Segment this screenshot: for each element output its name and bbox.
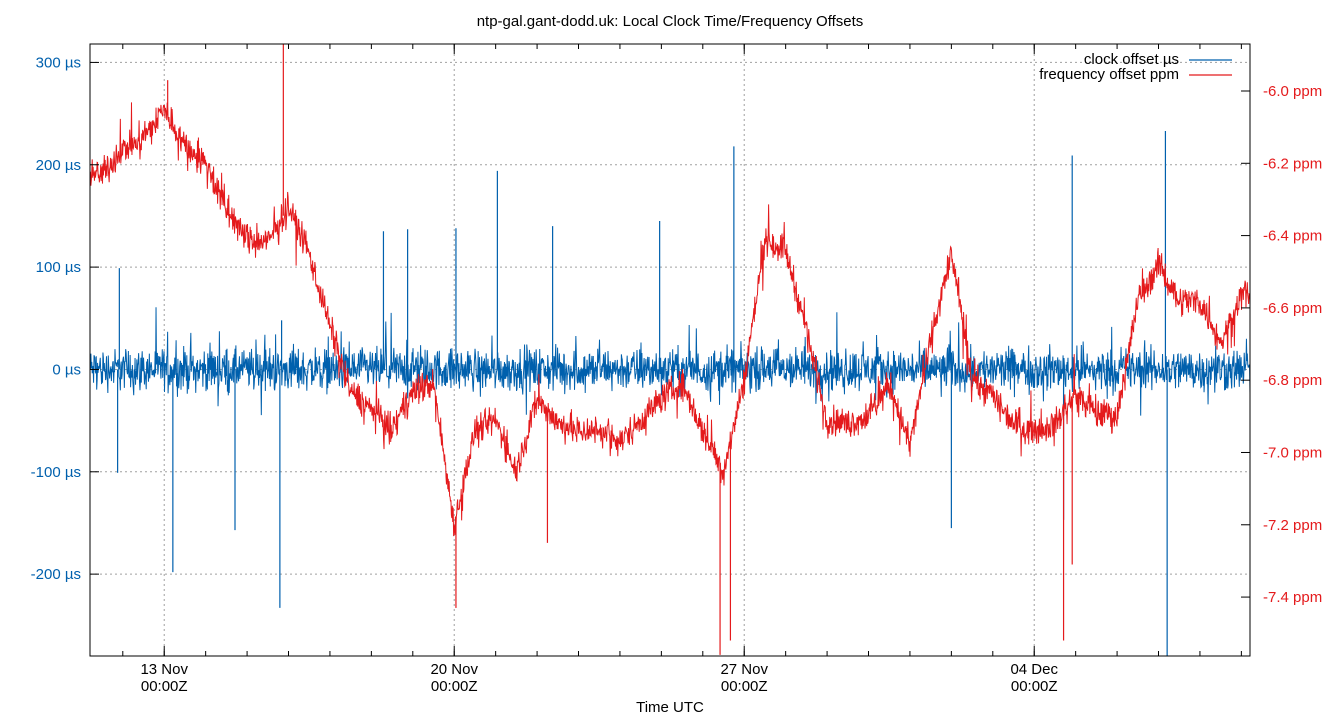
x-tick-label-date: 20 Nov — [430, 661, 478, 678]
y2-tick-label: -6.2 ppm — [1263, 155, 1322, 172]
x-tick-label-time: 00:00Z — [721, 678, 768, 695]
y1-tick-label: -100 µs — [31, 464, 81, 481]
y2-tick-label: -6.6 ppm — [1263, 300, 1322, 317]
y2-tick-label: -6.4 ppm — [1263, 228, 1322, 245]
y2-tick-label: -6.0 ppm — [1263, 83, 1322, 100]
x-tick-label-date: 27 Nov — [720, 661, 768, 678]
y1-tick-label: 0 µs — [52, 361, 81, 378]
y1-tick-label: 200 µs — [36, 157, 81, 174]
plot-border — [89, 43, 1251, 657]
chart-title: ntp-gal.gant-dodd.uk: Local Clock Time/F… — [477, 13, 864, 30]
legend-label-clock-offset: clock offset µs — [1084, 51, 1179, 68]
series-layer — [89, 44, 1251, 656]
y2-tick-label: -7.4 ppm — [1263, 589, 1322, 606]
series-line-clock-offset — [89, 307, 1251, 416]
x-tick-label-date: 04 Dec — [1010, 661, 1058, 678]
series-line-frequency-offset — [89, 102, 1251, 537]
x-tick-label-time: 00:00Z — [431, 678, 478, 695]
x-tick-label-time: 00:00Z — [1011, 678, 1058, 695]
x-tick-label-time: 00:00Z — [141, 678, 188, 695]
y2-tick-label: -7.2 ppm — [1263, 517, 1322, 534]
y2-tick-label: -7.0 ppm — [1263, 444, 1322, 461]
legend: clock offset µs frequency offset ppm — [1039, 51, 1232, 83]
y2-tick-label: -6.8 ppm — [1263, 372, 1322, 389]
x-axis-label: Time UTC — [636, 699, 704, 716]
y1-tick-label: -200 µs — [31, 566, 81, 583]
y1-tick-label: 100 µs — [36, 259, 81, 276]
x-tick-label-date: 13 Nov — [140, 661, 188, 678]
y1-tick-label: 300 µs — [36, 54, 81, 71]
legend-label-frequency-offset: frequency offset ppm — [1039, 66, 1179, 83]
axes: 300 µs 200 µs 100 µs 0 µs -100 µs -200 µs -6.0… — [31, 43, 1322, 695]
